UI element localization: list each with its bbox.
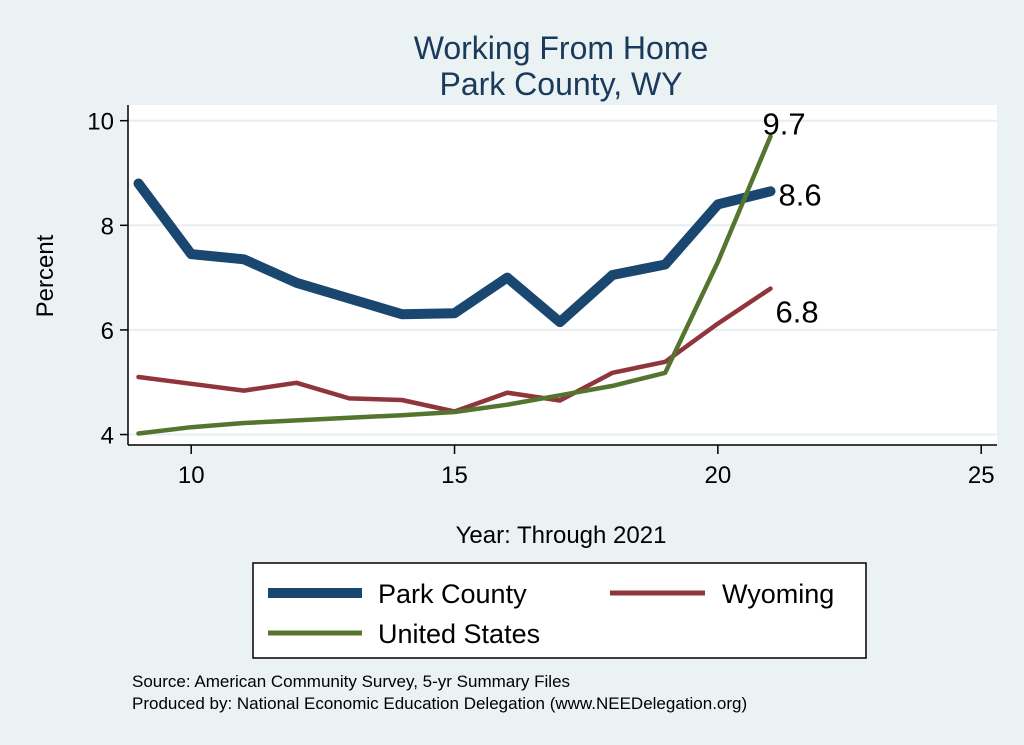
x-tick-label-15: 15 bbox=[441, 462, 468, 489]
x-axis-label: Year: Through 2021 bbox=[456, 522, 667, 549]
end-label-park-county: 8.6 bbox=[779, 177, 822, 212]
source-note: Source: American Community Survey, 5-yr … bbox=[132, 672, 570, 691]
axes: 4 6 8 10 10 15 20 25 bbox=[87, 105, 997, 489]
end-label-united-states: 9.7 bbox=[763, 106, 806, 141]
legend-box bbox=[252, 562, 867, 659]
series-line-park-county bbox=[133, 178, 776, 328]
end-label-wyoming: 6.8 bbox=[776, 295, 819, 330]
legend-label-united-states: United States bbox=[378, 619, 540, 649]
produced-note: Produced by: National Economic Education… bbox=[132, 694, 747, 713]
legend-label-wyoming: Wyoming bbox=[722, 579, 834, 609]
end-labels: 8.6 6.8 9.7 bbox=[763, 106, 822, 329]
legend-label-park-county: Park County bbox=[378, 579, 527, 609]
chart-title: Working From Home bbox=[414, 30, 709, 66]
y-tick-label-10: 10 bbox=[87, 109, 114, 136]
y-tick-label-4: 4 bbox=[101, 423, 114, 450]
y-tick-label-6: 6 bbox=[101, 318, 114, 345]
gridlines bbox=[128, 119, 997, 436]
y-axis-label: Percent bbox=[32, 234, 59, 317]
series-line-united-states bbox=[136, 134, 773, 436]
x-tick-label-10: 10 bbox=[178, 462, 205, 489]
x-tick-label-25: 25 bbox=[968, 462, 995, 489]
y-tick-label-8: 8 bbox=[101, 213, 114, 240]
x-tick-label-20: 20 bbox=[705, 462, 732, 489]
series-lines bbox=[133, 134, 776, 436]
legend: Park County Wyoming United States bbox=[252, 562, 867, 659]
chart-subtitle: Park County, WY bbox=[439, 66, 682, 102]
